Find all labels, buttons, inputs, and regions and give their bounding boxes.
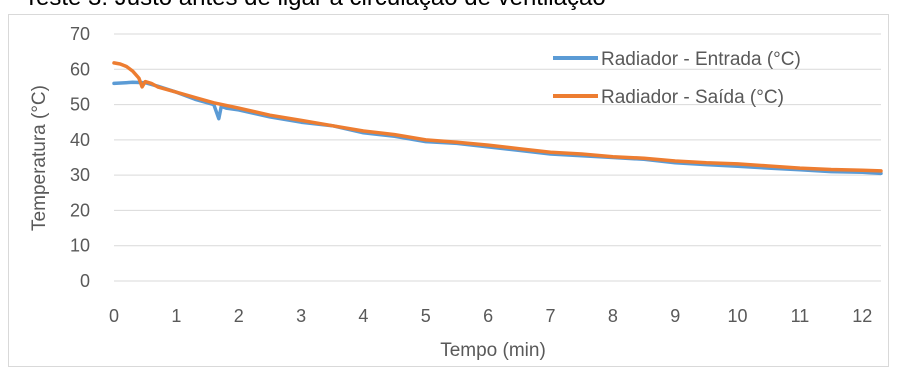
series-line-1 <box>112 61 883 173</box>
x-tick-label-8: 8 <box>608 306 618 326</box>
x-tick-label-1: 1 <box>171 306 181 326</box>
y-tick-label-30: 30 <box>70 165 90 185</box>
x-tick-label-4: 4 <box>358 306 368 326</box>
x-axis-tick-labels: 0 1 2 3 4 5 6 7 8 9 10 11 12 <box>109 306 872 326</box>
legend: Radiador - Entrada (°C) Radiador - Saída … <box>553 49 801 108</box>
y-axis-tick-labels: 0 10 20 30 40 50 60 70 <box>70 24 90 291</box>
legend-label-1: Radiador - Saída (°C) <box>601 87 784 108</box>
y-tick-label-50: 50 <box>70 95 90 115</box>
x-tick-label-6: 6 <box>483 306 493 326</box>
x-tick-label-3: 3 <box>296 306 306 326</box>
y-tick-label-0: 0 <box>80 271 90 291</box>
y-tick-label-10: 10 <box>70 236 90 256</box>
x-tick-label-0: 0 <box>109 306 119 326</box>
x-tick-label-10: 10 <box>728 306 748 326</box>
x-axis-label: Tempo (min) <box>440 340 546 361</box>
chart-border <box>8 14 889 367</box>
x-tick-label-7: 7 <box>545 306 555 326</box>
gridlines <box>114 33 881 282</box>
y-tick-label-70: 70 <box>70 24 90 44</box>
x-tick-label-5: 5 <box>421 306 431 326</box>
y-tick-label-40: 40 <box>70 130 90 150</box>
x-tick-label-9: 9 <box>670 306 680 326</box>
x-tick-label-11: 11 <box>791 306 810 326</box>
y-tick-label-20: 20 <box>70 200 90 220</box>
y-axis-label: Temperatura (°C) <box>29 85 50 231</box>
chart-title: Teste 3: Justo antes de ligar a circulaç… <box>24 0 606 10</box>
y-tick-label-60: 60 <box>70 59 90 79</box>
legend-label-0: Radiador - Entrada (°C) <box>601 49 801 70</box>
series-lines <box>112 61 883 176</box>
x-tick-label-12: 12 <box>852 306 872 326</box>
x-tick-label-2: 2 <box>234 306 244 326</box>
